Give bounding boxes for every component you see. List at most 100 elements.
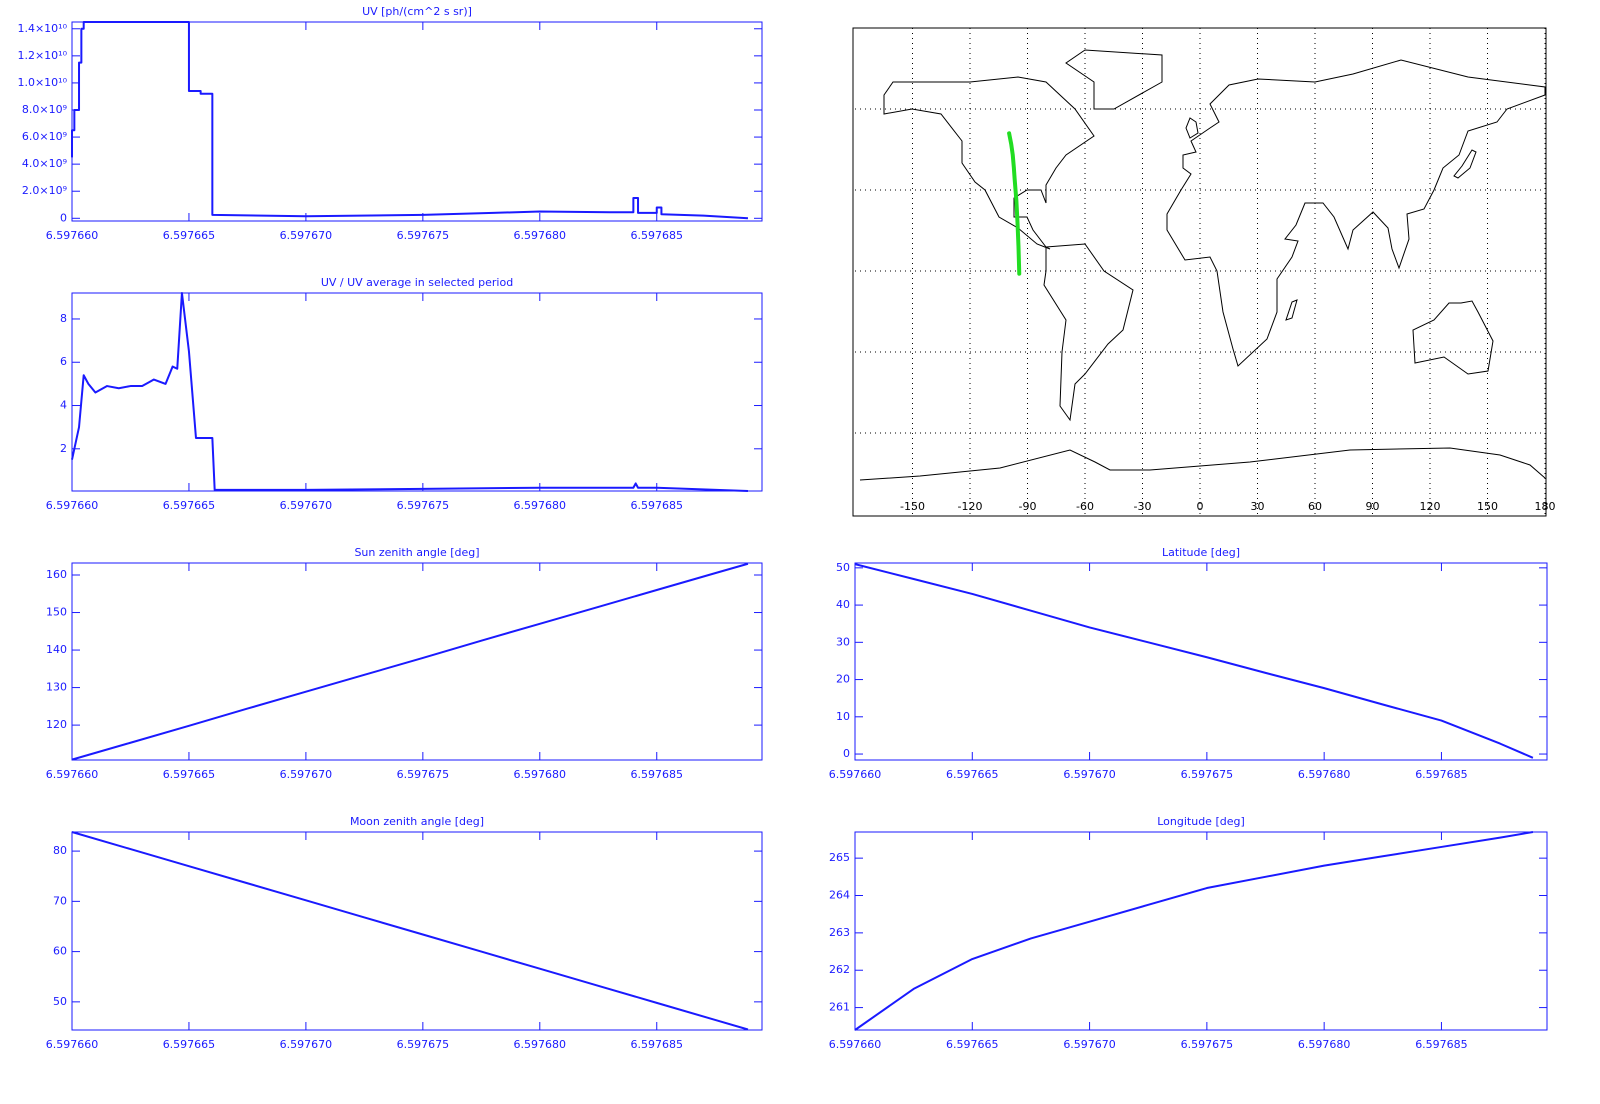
y-tick-label: 80 — [53, 844, 67, 857]
y-tick-label: 1.2×10¹⁰ — [17, 49, 67, 62]
x-tick-label: 6.597665 — [946, 1038, 999, 1051]
x-tick-label: 6.597670 — [280, 229, 333, 242]
x-tick-label: 6.597660 — [46, 1038, 99, 1051]
north-america — [883, 76, 1095, 250]
y-tick-label: 70 — [53, 894, 67, 907]
y-tick-label: 120 — [46, 718, 67, 731]
x-tick-label: 60 — [1308, 500, 1322, 513]
x-tick-label: 6.597675 — [397, 229, 450, 242]
y-tick-label: 20 — [836, 673, 850, 686]
x-tick-label: 6.597680 — [1298, 1038, 1351, 1051]
x-tick-label: 6.597665 — [946, 768, 999, 781]
x-tick-label: 30 — [1251, 500, 1265, 513]
x-tick-label: 120 — [1420, 500, 1441, 513]
x-tick-label: 6.597665 — [163, 1038, 216, 1051]
x-tick-label: 6.597665 — [163, 768, 216, 781]
south-america — [1043, 243, 1134, 422]
y-tick-label: 4 — [60, 399, 67, 412]
x-tick-label: 6.597660 — [46, 229, 99, 242]
x-tick-label: 150 — [1477, 500, 1498, 513]
x-tick-label: 6.597670 — [280, 499, 333, 512]
x-tick-label: 6.597660 — [829, 1038, 882, 1051]
y-tick-label: 6.0×10⁹ — [22, 130, 67, 143]
antarctica — [859, 447, 1546, 481]
x-tick-label: 6.597660 — [46, 768, 99, 781]
x-tick-label: -30 — [1134, 500, 1152, 513]
x-tick-label: 6.597680 — [514, 229, 567, 242]
plot-frame — [71, 562, 763, 761]
chart-title: UV / UV average in selected period — [321, 276, 513, 289]
x-tick-label: -90 — [1019, 500, 1037, 513]
x-tick-label: 6.597665 — [163, 499, 216, 512]
y-tick-label: 140 — [46, 643, 67, 656]
x-tick-label: -120 — [958, 500, 983, 513]
madagascar — [1285, 299, 1298, 321]
y-tick-label: 150 — [46, 606, 67, 619]
x-tick-label: 0 — [1197, 500, 1204, 513]
eurasia-africa — [1166, 59, 1546, 367]
y-tick-label: 160 — [46, 568, 67, 581]
data-line — [71, 21, 749, 220]
x-tick-label: 6.597675 — [1181, 768, 1234, 781]
y-tick-label: 8 — [60, 312, 67, 325]
australia — [1412, 300, 1494, 375]
x-tick-label: 6.597675 — [1181, 1038, 1234, 1051]
y-tick-label: 40 — [836, 598, 850, 611]
y-tick-label: 2 — [60, 442, 67, 455]
chart-title: Sun zenith angle [deg] — [354, 546, 479, 559]
x-tick-label: 6.597670 — [1063, 1038, 1116, 1051]
data-line — [854, 831, 1534, 1031]
x-tick-label: 6.597670 — [280, 768, 333, 781]
chart-title: Moon zenith angle [deg] — [350, 815, 484, 828]
x-tick-label: 6.597665 — [163, 229, 216, 242]
y-tick-label: 261 — [829, 1001, 850, 1014]
plot-frame — [854, 831, 1548, 1031]
x-tick-label: 6.597685 — [630, 1038, 683, 1051]
x-tick-label: -60 — [1076, 500, 1094, 513]
plot-frame — [854, 562, 1548, 761]
chart-title: UV [ph/(cm^2 s sr)] — [362, 5, 472, 18]
y-tick-label: 264 — [829, 889, 850, 902]
y-tick-label: 0 — [60, 211, 67, 224]
x-tick-label: 6.597675 — [397, 768, 450, 781]
x-tick-label: 6.597680 — [514, 768, 567, 781]
x-tick-label: -150 — [900, 500, 925, 513]
y-tick-label: 130 — [46, 681, 67, 694]
x-tick-label: 6.597680 — [514, 1038, 567, 1051]
plot-frame — [71, 21, 763, 222]
data-line — [71, 292, 749, 492]
japan — [1453, 149, 1477, 179]
data-line — [71, 831, 749, 1031]
chart-title: Latitude [deg] — [1162, 546, 1240, 559]
y-tick-label: 6 — [60, 355, 67, 368]
data-line — [71, 562, 749, 761]
y-tick-label: 50 — [836, 561, 850, 574]
x-tick-label: 6.597670 — [280, 1038, 333, 1051]
y-tick-label: 0 — [843, 747, 850, 760]
x-tick-label: 6.597685 — [1415, 768, 1468, 781]
y-tick-label: 4.0×10⁹ — [22, 157, 67, 170]
y-tick-label: 50 — [53, 995, 67, 1008]
map-frame — [852, 27, 1547, 517]
plot-frame — [71, 831, 763, 1031]
y-tick-label: 265 — [829, 851, 850, 864]
y-tick-label: 1.0×10¹⁰ — [17, 76, 67, 89]
x-tick-label: 6.597685 — [1415, 1038, 1468, 1051]
x-tick-label: 180 — [1535, 500, 1556, 513]
british-isles — [1185, 117, 1199, 139]
x-tick-label: 6.597685 — [630, 229, 683, 242]
data-line — [854, 563, 1534, 759]
y-tick-label: 262 — [829, 963, 850, 976]
x-tick-label: 6.597660 — [829, 768, 882, 781]
x-tick-label: 6.597680 — [514, 499, 567, 512]
plot-frame — [71, 292, 763, 492]
x-tick-label: 6.597675 — [397, 499, 450, 512]
x-tick-label: 90 — [1366, 500, 1380, 513]
y-tick-label: 2.0×10⁹ — [22, 184, 67, 197]
x-tick-label: 6.597685 — [630, 768, 683, 781]
greenland — [1065, 49, 1163, 110]
x-tick-label: 6.597685 — [630, 499, 683, 512]
y-tick-label: 263 — [829, 926, 850, 939]
